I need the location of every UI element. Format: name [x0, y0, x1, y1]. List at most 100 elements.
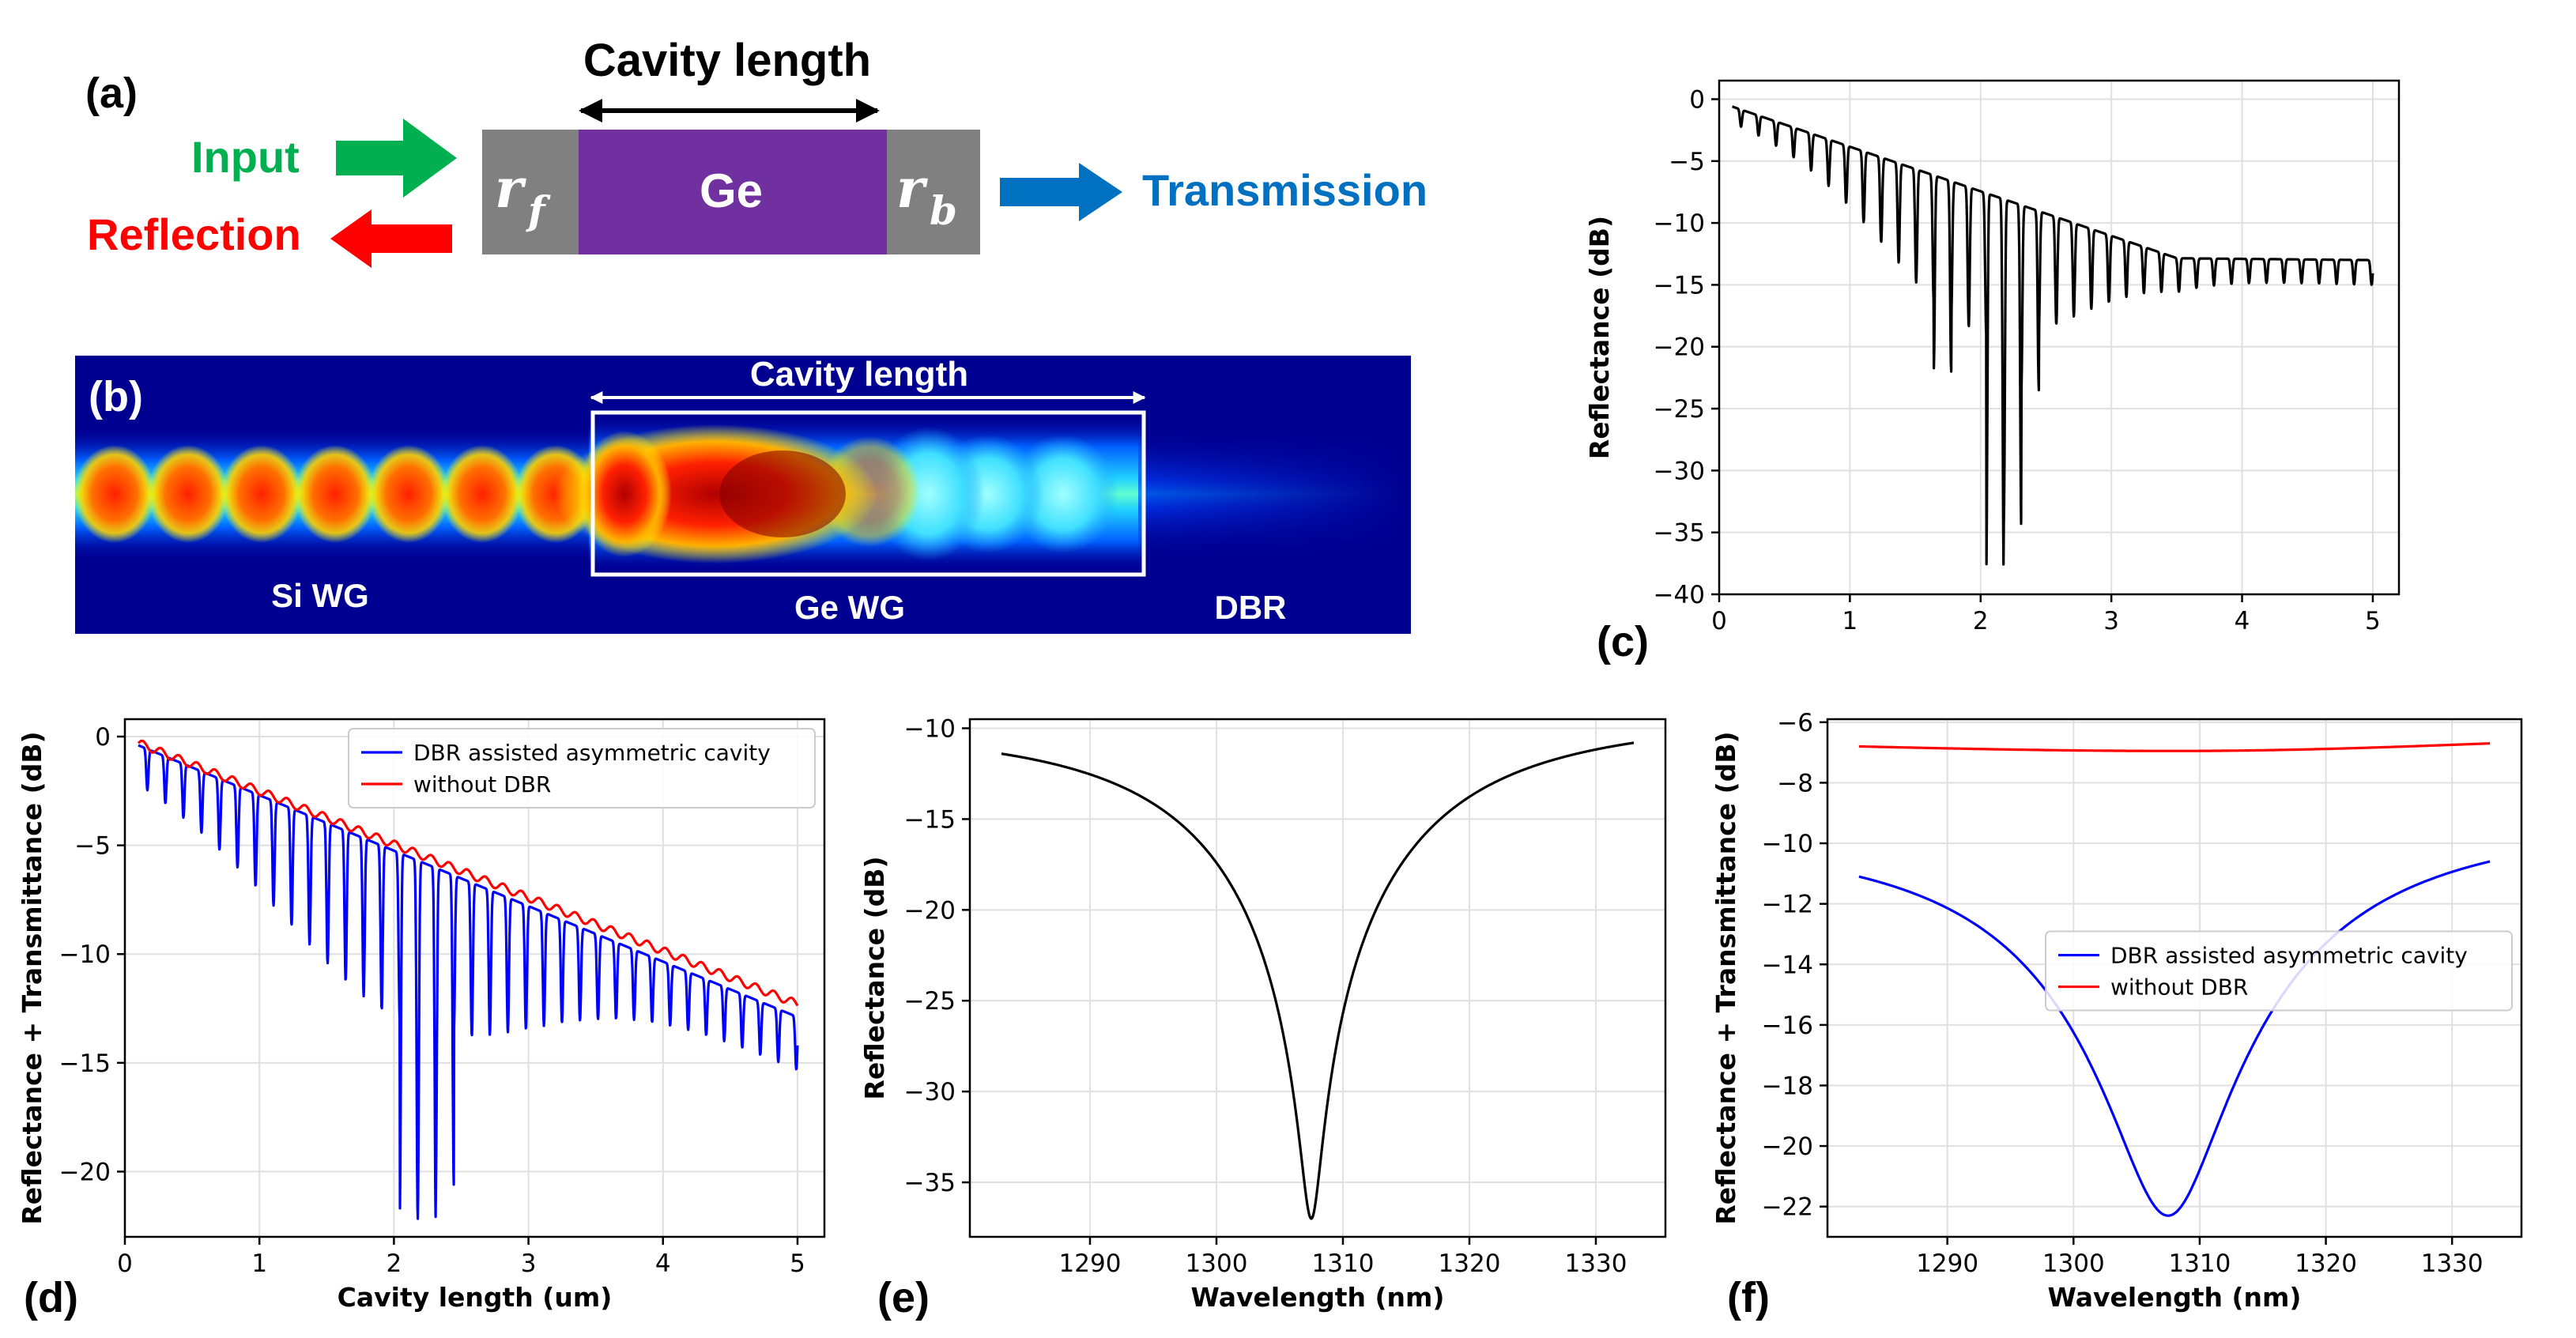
- x-tick-label: 1300: [2042, 1249, 2105, 1278]
- field-cavity-length-label: Cavity length: [750, 355, 968, 394]
- x-tick-label: 1330: [2421, 1249, 2484, 1278]
- legend-box: [348, 728, 816, 808]
- y-tick-label: −20: [904, 896, 956, 925]
- y-tick-label: −16: [1762, 1012, 1813, 1040]
- si-wg-label: Si WG: [271, 577, 369, 614]
- y-tick-label: 0: [1689, 85, 1705, 114]
- y-tick-label: −6: [1777, 709, 1813, 737]
- rf-label: r: [495, 157, 526, 220]
- panel-label-f: (f): [1727, 1274, 1770, 1321]
- reflection-label: Reflection: [87, 209, 301, 259]
- si-field-lobe: [441, 445, 523, 543]
- y-tick-label: −10: [904, 714, 956, 743]
- si-field-lobe: [294, 445, 376, 543]
- si-field-lobe: [147, 445, 229, 543]
- legend-entry: DBR assisted asymmetric cavity: [413, 740, 771, 766]
- x-tick-label: 1: [1842, 607, 1858, 635]
- legend-entry: without DBR: [2110, 974, 2248, 1001]
- x-tick-label: 5: [790, 1249, 805, 1278]
- plot-frame: [1826, 718, 2523, 1238]
- y-tick-label: −30: [1654, 457, 1705, 485]
- plot-frame: [1718, 79, 2401, 596]
- y-axis-label: Reflectance (dB): [859, 856, 890, 1099]
- y-tick-label: −25: [904, 987, 956, 1016]
- x-tick-label: 1300: [1186, 1249, 1248, 1278]
- y-tick-label: −35: [904, 1169, 956, 1197]
- y-tick-label: −10: [1654, 209, 1705, 238]
- x-tick-label: 1330: [1565, 1249, 1627, 1278]
- y-axis-label: Reflectance + Transmittance (dB): [17, 731, 47, 1224]
- chart-e: 1290 1300 1310 1320 1330 −10 −15 −20 −25 −30 −35 Wa…: [859, 714, 1667, 1321]
- y-tick-label: −15: [59, 1050, 111, 1078]
- y-tick-label: −20: [59, 1158, 111, 1186]
- front-mirror-rf: [482, 130, 579, 254]
- x-tick-label: 1310: [1312, 1249, 1375, 1278]
- reflection-arrow: [330, 209, 452, 268]
- chart-c: 0 1 2 3 4 5 0 −5 −10 −15 −20 −25 −30 −35 −40 Reflectanc…: [1584, 79, 2401, 665]
- series-line-1: [1858, 860, 2491, 1217]
- rb-label: r: [896, 157, 928, 220]
- y-tick-label: −15: [1654, 271, 1705, 300]
- input-label: Input: [191, 132, 300, 182]
- plot-frame: [968, 718, 1667, 1238]
- x-tick-label: 4: [2235, 607, 2250, 635]
- y-tick-label: 0: [95, 723, 111, 752]
- y-tick-label: −22: [1762, 1193, 1813, 1222]
- y-tick-label: −40: [1654, 581, 1705, 609]
- y-tick-label: −15: [904, 805, 956, 834]
- input-arrow: [336, 119, 457, 198]
- x-tick-label: 2: [1973, 607, 1989, 635]
- transmission-label: Transmission: [1142, 165, 1428, 215]
- ge-wg-label: Ge WG: [794, 589, 905, 626]
- x-tick-label: 1290: [1916, 1249, 1978, 1278]
- y-tick-label: −20: [1654, 334, 1705, 362]
- legend-entry: without DBR: [413, 771, 551, 797]
- y-tick-label: −18: [1762, 1072, 1813, 1100]
- transmission-arrow: [1000, 163, 1122, 221]
- x-tick-label: 1290: [1059, 1249, 1122, 1278]
- x-axis-label: Wavelength (nm): [1191, 1282, 1445, 1313]
- series-line-2: [137, 739, 799, 1007]
- y-tick-label: −14: [1762, 951, 1813, 979]
- plot-frame: [123, 718, 826, 1238]
- x-tick-label: 0: [1711, 607, 1727, 635]
- y-tick-label: −30: [904, 1078, 956, 1106]
- panel-label-e: (e): [877, 1274, 930, 1321]
- x-tick-label: 1: [251, 1249, 267, 1278]
- x-tick-label: 1310: [2168, 1249, 2231, 1278]
- y-tick-label: −25: [1654, 395, 1705, 424]
- x-tick-label: 3: [2103, 607, 2119, 635]
- ge-cavity: [579, 130, 887, 254]
- y-tick-label: −10: [1762, 830, 1813, 858]
- chart-f: 1290 1300 1310 1320 1330 −6 −8 −10 −12 −14 −16 −18 −…: [1710, 709, 2523, 1321]
- ge-hotspot-core: [719, 450, 846, 537]
- field-panel: Cavity length (b) Si WG Ge WG DBR: [74, 355, 1411, 634]
- rb-subscript: b: [930, 187, 957, 234]
- series-line-1: [1001, 741, 1635, 1220]
- x-tick-label: 1320: [2295, 1249, 2357, 1278]
- dbr-field-band: [1138, 427, 1407, 561]
- legend: DBR assisted asymmetric cavity without DB…: [2045, 930, 2513, 1012]
- legend-entry: DBR assisted asymmetric cavity: [2110, 943, 2468, 969]
- y-tick-label: −35: [1654, 519, 1705, 548]
- x-axis-label: Wavelength (nm): [2048, 1282, 2302, 1313]
- y-tick-label: −12: [1762, 891, 1813, 919]
- series-line-1: [1731, 105, 2374, 566]
- x-axis-label: Cavity length (um): [338, 1282, 613, 1313]
- legend-box: [2045, 930, 2513, 1012]
- y-tick-label: −8: [1777, 769, 1813, 797]
- schematic-panel: (a) Cavity length Input Reflection Ge r …: [85, 35, 1428, 268]
- panel-label-c: (c): [1597, 618, 1649, 665]
- y-tick-label: −10: [59, 940, 111, 969]
- x-tick-label: 1320: [1439, 1249, 1501, 1278]
- ge-hotspot: [577, 431, 672, 557]
- x-tick-label: 3: [521, 1249, 537, 1278]
- panel-label-d: (d): [24, 1274, 78, 1321]
- chart-d: 0 1 2 3 4 5 0 −5 −10 −15 −20 Cavity length (um) Refl…: [17, 718, 826, 1321]
- y-tick-label: −5: [74, 832, 111, 861]
- si-field-lobe: [221, 445, 303, 543]
- cavity-length-label: Cavity length: [583, 35, 871, 86]
- panel-label-a: (a): [85, 70, 138, 117]
- y-tick-label: −20: [1762, 1133, 1813, 1161]
